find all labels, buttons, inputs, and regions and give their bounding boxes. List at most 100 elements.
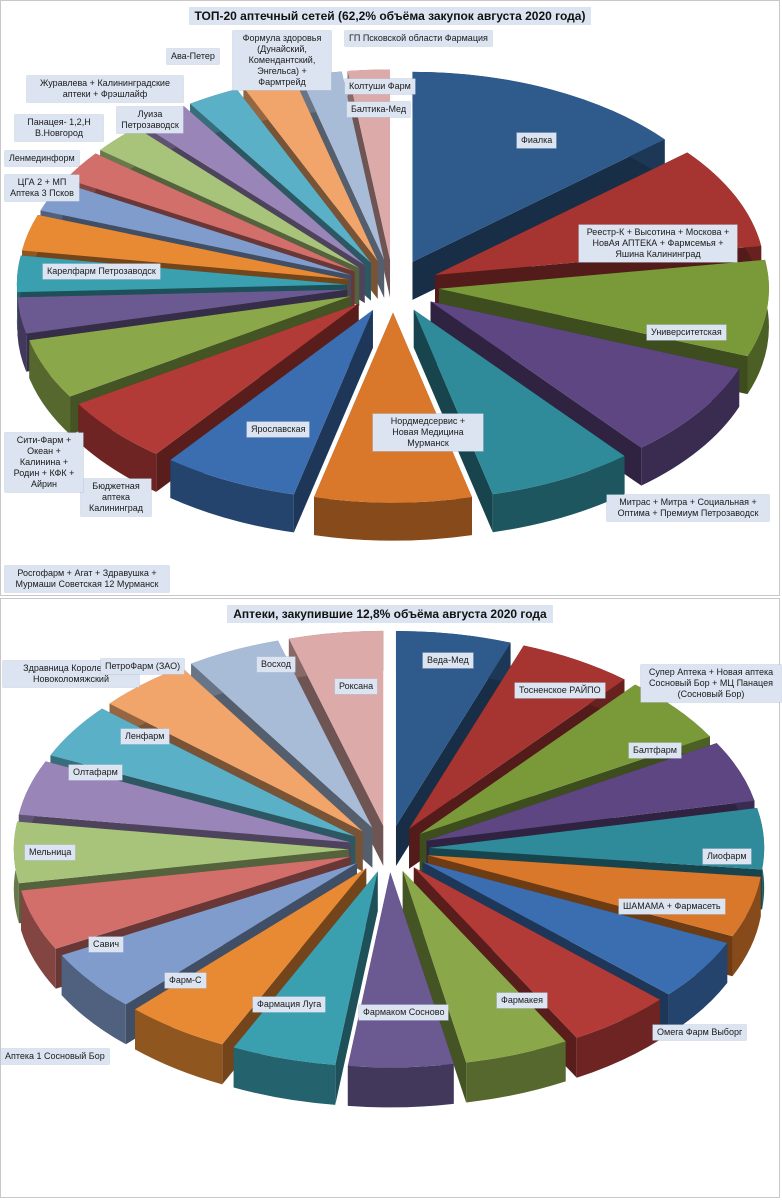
slice-top	[299, 71, 385, 260]
slice-label: Ленфарм	[121, 729, 169, 744]
slice-rim	[347, 1063, 454, 1108]
slice-top	[61, 863, 358, 1005]
slice-top	[170, 309, 373, 495]
slice-rim	[233, 1047, 336, 1105]
slice-top	[430, 301, 740, 448]
slice-rim	[492, 455, 625, 533]
slice-rim	[732, 876, 761, 977]
slice-label: Сити-Фарм + Океан + Калинина + Родин + К…	[5, 433, 83, 492]
pie-slice	[314, 312, 472, 541]
slice-label: ГП Псковской области Фармация	[345, 31, 492, 46]
slice-label: Росгофарм + Агат + Здравушка + Мурмаши С…	[5, 566, 169, 592]
slice-top	[413, 867, 660, 1038]
slice-label: Омега Фарм Выборг	[653, 1025, 747, 1040]
slice-rim	[314, 497, 472, 541]
slice-top	[22, 214, 349, 280]
slice-top	[190, 89, 371, 263]
slice-top	[141, 106, 365, 265]
slice-label: ПетроФарм (ЗАО)	[101, 659, 185, 674]
chart-panel-top: ТОП-20 аптечный сетей (62,2% объёма заку…	[0, 0, 780, 596]
slice-rim	[135, 1009, 223, 1085]
pie-chart-bottom	[13, 630, 765, 1108]
slice-rim	[29, 340, 71, 435]
slice-label: Ярославская	[247, 422, 310, 437]
slice-top	[243, 77, 378, 261]
slice-top	[40, 182, 351, 275]
pie-slice	[233, 871, 378, 1105]
slice-top	[402, 870, 566, 1063]
slice-top	[413, 309, 625, 495]
slice-rim	[78, 404, 157, 492]
pie-chart-top	[16, 69, 769, 541]
slice-label: Веда-Мед	[423, 653, 473, 668]
slice-rim	[747, 259, 769, 395]
slice-top	[135, 868, 367, 1045]
slice-rim	[641, 368, 740, 486]
slice-label: Тосненское РАЙПО	[515, 683, 605, 698]
pie-slice	[402, 870, 566, 1103]
slice-label: Восход	[257, 657, 295, 672]
chart-panel-bottom: Аптеки, закупившие 12,8% объёма августа …	[0, 598, 781, 1198]
slice-rim	[61, 955, 126, 1045]
chart-title-text: Аптеки, закупившие 12,8% объёма августа …	[227, 605, 553, 623]
slice-label: Олтафарм	[69, 765, 122, 780]
slice-top	[314, 312, 472, 503]
slice-label: Лиофарм	[703, 849, 751, 864]
slice-top	[109, 667, 363, 832]
slice-top	[427, 855, 761, 937]
slice-label: Фарм-С	[165, 973, 206, 988]
slice-rim	[21, 890, 56, 989]
slice-label: ЦГА 2 + МП Аптека 3 Псков	[5, 175, 79, 201]
slice-label: Университетская	[647, 325, 726, 340]
slice-top	[18, 761, 351, 843]
slice-side-wall	[293, 309, 373, 533]
slice-top	[100, 127, 360, 268]
slice-label: Нордмедсервис + Новая Медицина Мурманск	[373, 414, 483, 451]
slice-label: Ленмединформ	[5, 151, 79, 166]
slice-rim	[668, 942, 728, 1035]
slice-rim	[17, 297, 27, 372]
slice-label: Супер Аптека + Новая аптека Сосновый Бор…	[641, 665, 781, 702]
slice-label: Фармация Луга	[253, 997, 326, 1012]
slice-label: Фиалка	[517, 133, 557, 148]
slice-label: Формула здоровья (Дунайский, Комендантск…	[233, 31, 331, 90]
slice-top	[422, 861, 728, 995]
chart-title-top: ТОП-20 аптечный сетей (62,2% объёма заку…	[1, 7, 779, 25]
slice-label: Фармаком Сосново	[359, 1005, 449, 1020]
slice-top	[426, 743, 755, 841]
slice-label: Журавлева + Калининградские аптеки + Фрэ…	[27, 76, 183, 102]
slice-top	[13, 821, 349, 884]
slice-label: Аптека 1 Сосновый Бор	[1, 1049, 109, 1064]
slice-top	[17, 289, 348, 334]
slice-label: Фармакея	[497, 993, 547, 1008]
slice-label: Савич	[89, 937, 124, 952]
slice-label: Балтфарм	[629, 743, 681, 758]
slice-top	[29, 296, 351, 397]
chart-title-bottom: Аптеки, закупившие 12,8% объёма августа …	[1, 605, 779, 623]
slice-top	[395, 630, 511, 826]
slice-label: Бюджетная аптека Калининград	[81, 479, 151, 516]
slice-label: Реестр-К + Высотина + Москова + НовАя АП…	[579, 225, 737, 262]
pie-slice	[170, 309, 373, 533]
slice-rim	[466, 1041, 566, 1103]
slice-top	[191, 640, 373, 828]
slice-top	[429, 807, 765, 870]
slice-side-wall	[402, 870, 467, 1103]
chart-title-text: ТОП-20 аптечный сетей (62,2% объёма заку…	[188, 7, 592, 25]
slice-label: Панацея- 1,2,Н В.Новгород	[15, 115, 103, 141]
slice-top	[233, 871, 378, 1065]
slice-top	[78, 303, 359, 454]
slice-side-wall	[335, 871, 378, 1105]
slice-label: ШАМАМА + Фармасеть	[619, 899, 725, 914]
slice-top	[419, 684, 710, 834]
slice-label: Митрас + Митра + Социальная + Оптима + П…	[607, 495, 769, 521]
slice-label: Ава-Петер	[167, 49, 219, 64]
slice-top	[412, 71, 665, 262]
slice-rim	[170, 459, 294, 533]
slice-label: Роксана	[335, 679, 378, 694]
slice-label: Луиза Петрозаводск	[117, 107, 183, 133]
slice-top	[66, 153, 355, 272]
slice-label: Балтика-Мед	[347, 102, 411, 117]
slice-label: Мельница	[25, 845, 76, 860]
slice-top	[21, 856, 352, 949]
